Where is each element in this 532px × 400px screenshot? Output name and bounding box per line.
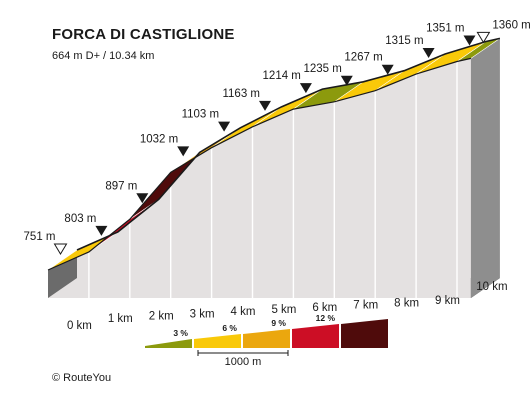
- km-tick-label: 3 km: [190, 308, 215, 320]
- gradient-label: 3 %: [173, 328, 188, 338]
- elevation-label: 897 m: [105, 180, 137, 192]
- profile-start-cap: [48, 250, 77, 298]
- km-tick-label: 4 km: [231, 306, 256, 318]
- chart-subtitle: 664 m D+ / 10.34 km: [52, 50, 155, 62]
- elevation-label: 1360 m: [492, 19, 530, 31]
- profile-side-wall: [48, 58, 471, 299]
- elevation-marker: [381, 64, 394, 75]
- km-tick-label: 6 km: [312, 302, 337, 314]
- elevation-label: 751 m: [24, 231, 56, 243]
- elevation-marker: [299, 83, 312, 94]
- elevation-label: 803 m: [64, 213, 96, 225]
- elevation-marker: [340, 75, 353, 86]
- km-tick-label: 7 km: [353, 300, 378, 312]
- gradient-swatch: [243, 329, 290, 348]
- gradient-legend: 3 % 6 % 9 % 12 % 1000 m: [145, 313, 388, 368]
- km-tick-label: 8 km: [394, 297, 419, 309]
- elevation-label: 1351 m: [426, 23, 464, 35]
- elevation-marker: [218, 121, 231, 132]
- km-tick-label: 10 km: [476, 281, 507, 293]
- elevation-label: 1315 m: [385, 35, 423, 47]
- gradient-label: 9 %: [271, 318, 286, 328]
- km-tick-label: 9 km: [435, 295, 460, 307]
- profile-front: [48, 38, 500, 299]
- scale-bar-label: 1000 m: [225, 356, 262, 368]
- elevation-label: 1032 m: [140, 133, 178, 145]
- gradient-label: 12 %: [316, 313, 336, 323]
- gradient-swatch: [292, 324, 339, 348]
- gradient-swatch: [341, 319, 388, 348]
- start-end-marker: [53, 243, 68, 255]
- elevation-marker: [463, 35, 476, 46]
- gradient-swatch: [145, 339, 192, 348]
- elevation-marker: [259, 100, 271, 111]
- chart-title: FORCA DI CASTIGLIONE: [52, 26, 235, 43]
- distance-axis: 0 km 1 km 2 km 3 km 4 km 5 km 6 km 7 km 8 km 9 km…: [67, 281, 508, 332]
- km-tick-label: 2 km: [149, 311, 174, 323]
- elevation-label: 1214 m: [263, 70, 301, 82]
- km-tick-label: 1 km: [108, 313, 133, 325]
- km-tick-label: 0 km: [67, 320, 92, 332]
- start-end-marker: [476, 31, 491, 44]
- elevation-marker: [136, 193, 149, 204]
- profile-end-cap: [470, 38, 500, 299]
- elevation-label: 1235 m: [303, 63, 341, 75]
- elevation-label: 1163 m: [222, 88, 260, 100]
- elevation-marker: [177, 146, 190, 157]
- profile-top-segments: [47, 37, 501, 271]
- copyright-text: © RouteYou: [52, 372, 112, 384]
- profile-front-edge: [47, 57, 472, 271]
- elevation-marker: [422, 48, 435, 59]
- profile-back-edge: [76, 37, 501, 251]
- elevation-label: 1103 m: [182, 109, 220, 121]
- gradient-swatch: [194, 334, 241, 348]
- elevation-marker: [95, 225, 108, 236]
- km-tick-label: 5 km: [271, 304, 296, 316]
- elevation-label: 1267 m: [344, 52, 382, 64]
- gradient-label: 6 %: [222, 323, 237, 333]
